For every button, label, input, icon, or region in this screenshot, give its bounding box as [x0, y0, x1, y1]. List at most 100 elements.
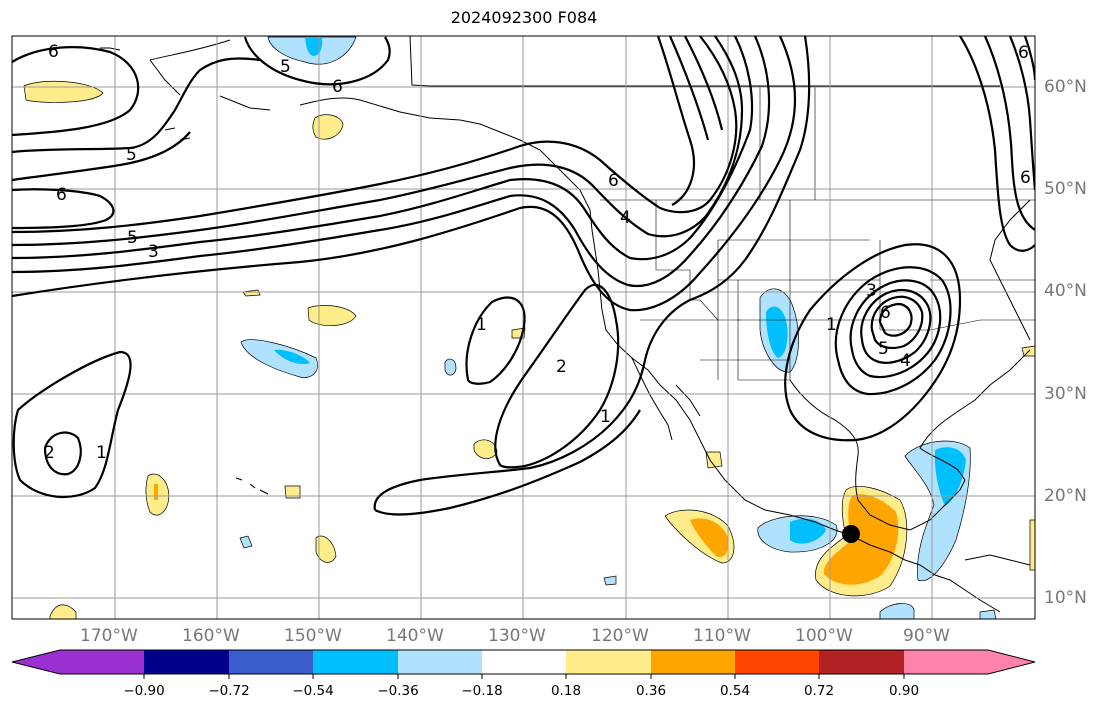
colorbar-segment	[904, 650, 988, 674]
contour-jet-3	[12, 36, 754, 261]
contour-left-loop	[12, 350, 132, 499]
contour-6-mid-top	[12, 57, 261, 154]
colorbar-max-arrow	[988, 650, 1035, 674]
shade-blue-small	[444, 358, 457, 376]
contour-5-top	[243, 36, 391, 86]
colorbar-segment	[398, 650, 482, 674]
contour-1-big	[373, 36, 811, 511]
colorbar-tick-label: −0.18	[461, 683, 503, 699]
map-title: 2024092300 F084	[450, 8, 598, 27]
contour-label: 6	[1018, 43, 1029, 63]
contour-label: 3	[148, 242, 159, 262]
lon-label: 90°W	[903, 626, 950, 646]
lat-label: 10°N	[1044, 588, 1087, 608]
shade-orange-epac	[690, 518, 729, 558]
contour-label: 5	[878, 339, 889, 359]
coast-central-am	[849, 534, 1001, 613]
contour-label: 1	[826, 315, 837, 335]
cutoff-1	[784, 243, 962, 442]
colorbar-segment	[735, 650, 819, 674]
colorbar-segment	[60, 650, 144, 674]
contour-label: 2	[556, 357, 567, 377]
contour-label: 5	[126, 145, 137, 165]
coast-cuba	[964, 554, 1031, 566]
colorbar-segment	[651, 650, 735, 674]
contour-label: 5	[280, 57, 291, 77]
coast-west-us	[589, 209, 851, 536]
shade-yellow-pacific	[307, 305, 357, 326]
shade-blue-bottom-2	[979, 609, 997, 619]
contour-label: 6	[48, 42, 59, 62]
contour-label: 6	[332, 77, 343, 97]
coast-east-us	[989, 199, 1031, 341]
contour-label: 4	[900, 351, 911, 371]
colorbar-tick-label: −0.90	[123, 683, 165, 699]
cutoff-4	[860, 288, 932, 364]
map-frame	[11, 35, 1036, 620]
lon-label: 160°W	[182, 626, 240, 646]
contour-ne-2	[983, 36, 1035, 231]
colorbar-segment	[229, 650, 313, 674]
contour-label: 6	[608, 171, 619, 191]
contour-6-top	[12, 46, 140, 137]
lat-label: 60°N	[1044, 77, 1087, 97]
cutoff-3	[849, 279, 942, 379]
shade-blue-south-2	[603, 575, 617, 586]
colorbar-segment	[313, 650, 398, 674]
contour-5-left	[12, 131, 191, 182]
shade-yellow-south-corner	[49, 604, 77, 619]
lon-label: 100°W	[795, 626, 853, 646]
contour-jet-4	[12, 36, 771, 288]
contour-1-bottom	[374, 409, 641, 516]
lon-label: 150°W	[284, 626, 342, 646]
lon-label: 170°W	[80, 626, 138, 646]
borders	[600, 86, 1035, 381]
shade-orange-storm	[823, 494, 899, 585]
colorbar-segment	[819, 650, 904, 674]
contour-nw-vert-2	[668, 36, 710, 141]
contour-nw-vert-1	[656, 36, 695, 206]
contour-label: 5	[127, 228, 138, 248]
contour-ne-1	[959, 36, 1035, 252]
shade-cyan-north	[305, 37, 323, 56]
lat-label: 50°N	[1044, 179, 1087, 199]
contour-3	[12, 36, 797, 312]
shade-blue-pacific	[240, 339, 318, 378]
colorbar	[11, 649, 1036, 679]
contour-labels: 6 5 6 5 6 5 3 6 4 1 2 1 2 1 1 3 6 5 4 6 …	[44, 42, 1031, 463]
lon-label: 110°W	[693, 626, 751, 646]
cutoff-6	[878, 302, 913, 337]
cutoff-5	[870, 295, 924, 350]
colorbar-tick-label: 0.90	[888, 683, 920, 699]
colorbar-tick-label: 0.36	[635, 683, 667, 699]
coast-baja	[631, 357, 701, 441]
contour-ne-3	[1008, 36, 1035, 191]
colorbar-tick-label: −0.36	[377, 683, 419, 699]
contour-1-loop	[465, 296, 526, 385]
shade-yellow-mexico	[705, 451, 723, 469]
shade-yellow-caribbean	[1029, 519, 1035, 571]
shade-cyan-gulf	[934, 447, 966, 506]
contour-label: 1	[476, 315, 487, 335]
shade-yellow-gulf-ak	[312, 114, 344, 140]
shade-cyan-rockies	[766, 306, 788, 358]
lat-label: 20°N	[1044, 486, 1087, 506]
contour-label: 6	[1020, 168, 1031, 188]
lon-label: 140°W	[386, 626, 444, 646]
colorbar-tick-label: 0.72	[803, 683, 835, 699]
contour-6-left	[12, 188, 115, 230]
shade-blue-bottom	[879, 603, 915, 619]
graticule	[12, 36, 1035, 619]
contour-jet-1	[12, 36, 738, 234]
storm-center-marker	[842, 525, 860, 543]
contour-label: 1	[600, 407, 611, 427]
lat-label: 30°N	[1044, 384, 1087, 404]
shade-cyan-pacific	[274, 349, 310, 364]
shade-blue-south-1	[239, 535, 253, 549]
colorbar-segment	[482, 650, 566, 674]
coast-alaska	[149, 39, 591, 211]
contour-jet-2	[12, 36, 744, 247]
colorbar-outline	[11, 649, 1036, 675]
shade-yellow-hawaii-e	[284, 485, 301, 499]
